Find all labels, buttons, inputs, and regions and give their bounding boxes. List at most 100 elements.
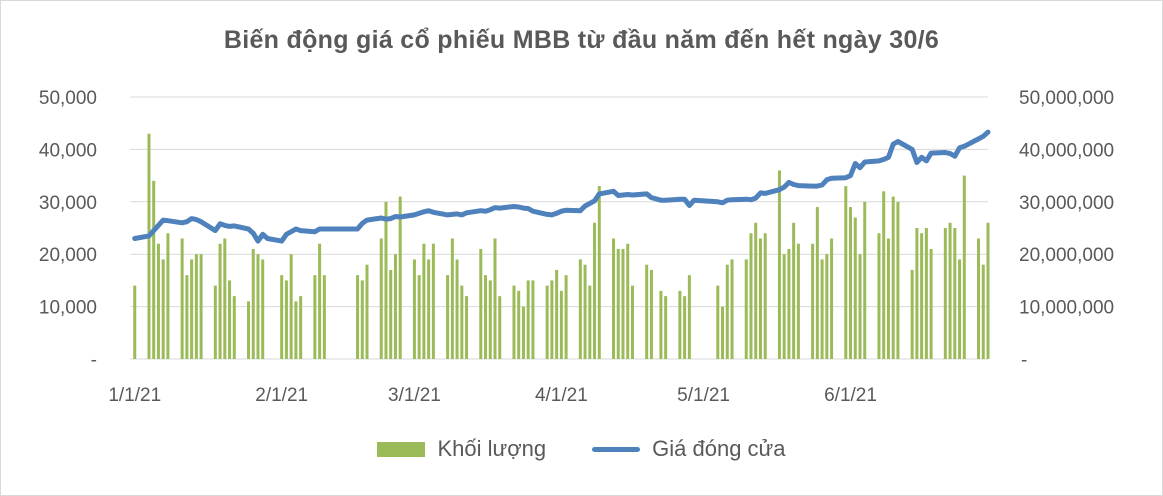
volume-bar	[417, 275, 421, 359]
left-axis-tick-label: 40,000	[39, 140, 97, 161]
volume-bar	[185, 275, 189, 359]
volume-bar	[578, 259, 582, 359]
volume-bar	[645, 264, 649, 359]
volume-bar	[450, 238, 454, 359]
volume-bar	[820, 259, 824, 359]
volume-bar	[531, 280, 535, 359]
volume-bar	[588, 285, 592, 359]
right-axis-tick-label: 50,000,000	[1019, 88, 1114, 109]
volume-bar	[920, 233, 924, 359]
legend-label-volume: Khối lượng	[437, 436, 547, 461]
volume-bar	[322, 275, 326, 359]
volume-bar	[152, 180, 156, 359]
volume-bar	[621, 248, 625, 359]
volume-bar	[977, 238, 981, 359]
right-axis-tick-label: 30,000,000	[1019, 193, 1114, 214]
right-axis-tick-label: -	[1021, 350, 1027, 371]
volume-bar	[498, 296, 502, 359]
volume-bar	[284, 280, 288, 359]
volume-bar	[488, 280, 492, 359]
volume-bar	[863, 201, 867, 359]
x-axis-tick-label: 3/1/21	[388, 385, 441, 406]
volume-bar	[555, 269, 559, 359]
volume-bar	[796, 243, 800, 359]
x-axis-tick-label: 5/1/21	[677, 385, 730, 406]
volume-bar	[687, 275, 691, 359]
volume-bar	[948, 222, 952, 359]
chart-title: Biến động giá cổ phiếu MBB từ đầu năm đế…	[223, 26, 940, 54]
volume-bar	[393, 254, 397, 359]
close-price-line	[132, 129, 991, 244]
volume-bar	[484, 275, 488, 359]
volume-bar	[616, 248, 620, 359]
volume-bar	[431, 243, 435, 359]
volume-bar	[830, 238, 834, 359]
volume-bar	[782, 254, 786, 359]
volume-bar	[251, 248, 255, 359]
right-axis-tick-label: 20,000,000	[1019, 245, 1114, 266]
volume-bar	[962, 175, 966, 359]
left-axis-tick-label: 20,000	[39, 245, 97, 266]
volume-bar	[815, 207, 819, 359]
volume-bar	[678, 290, 682, 359]
volume-bar	[858, 254, 862, 359]
volume-bar	[280, 275, 284, 359]
volume-bar	[915, 228, 919, 359]
volume-bar	[166, 233, 170, 359]
volume-bar	[294, 301, 298, 359]
volume-bar	[223, 238, 227, 359]
volume-bar	[379, 238, 383, 359]
volume-bar	[256, 254, 260, 359]
legend-item-close-price: Giá đóng cửa	[592, 436, 786, 462]
left-axis-tick-label: 10,000	[39, 298, 97, 319]
volume-bar	[564, 275, 568, 359]
volume-bar	[313, 275, 317, 359]
volume-bar	[716, 285, 720, 359]
volume-bar	[725, 264, 729, 359]
volume-bar	[958, 259, 962, 359]
volume-bar	[787, 248, 791, 359]
price-line	[132, 129, 991, 244]
volume-bar	[218, 243, 222, 359]
volume-bar	[953, 228, 957, 359]
left-axis-tick-label: 50,000	[39, 88, 97, 109]
volume-bar	[261, 259, 265, 359]
volume-bar	[583, 264, 587, 359]
volume-bar	[356, 275, 360, 359]
volume-bar	[521, 306, 525, 359]
volume-bar	[749, 233, 753, 359]
volume-bar	[228, 280, 232, 359]
volume-bar	[559, 290, 563, 359]
left-axis-tick-label: -	[91, 350, 97, 371]
volume-bar	[427, 259, 431, 359]
volume-bar	[550, 280, 554, 359]
x-axis-tick-label: 2/1/21	[255, 385, 308, 406]
volume-bar	[721, 306, 725, 359]
volume-bar	[360, 280, 364, 359]
volume-bar	[517, 290, 521, 359]
volume-bar	[194, 254, 198, 359]
volume-bar	[659, 290, 663, 359]
volume-bar	[389, 269, 393, 359]
volume-bar	[891, 196, 895, 359]
volume-bar	[886, 238, 890, 359]
volume-bar	[465, 296, 469, 359]
volume-bar	[545, 285, 549, 359]
volume-bar	[754, 222, 758, 359]
volume-bar	[882, 191, 886, 359]
volume-bar	[943, 228, 947, 359]
volume-bar	[792, 222, 796, 359]
volume-bar	[232, 296, 236, 359]
volume-bar	[844, 186, 848, 359]
volume-bar	[853, 217, 857, 359]
legend: Khối lượng Giá đóng cửa	[0, 436, 1163, 462]
volume-bar	[247, 301, 251, 359]
legend-swatch-volume	[377, 441, 426, 457]
volume-bar	[526, 280, 530, 359]
right-axis-tick-label: 10,000,000	[1019, 298, 1114, 319]
volume-bar	[664, 296, 668, 359]
volume-bar	[649, 269, 653, 359]
volume-bar	[811, 243, 815, 359]
